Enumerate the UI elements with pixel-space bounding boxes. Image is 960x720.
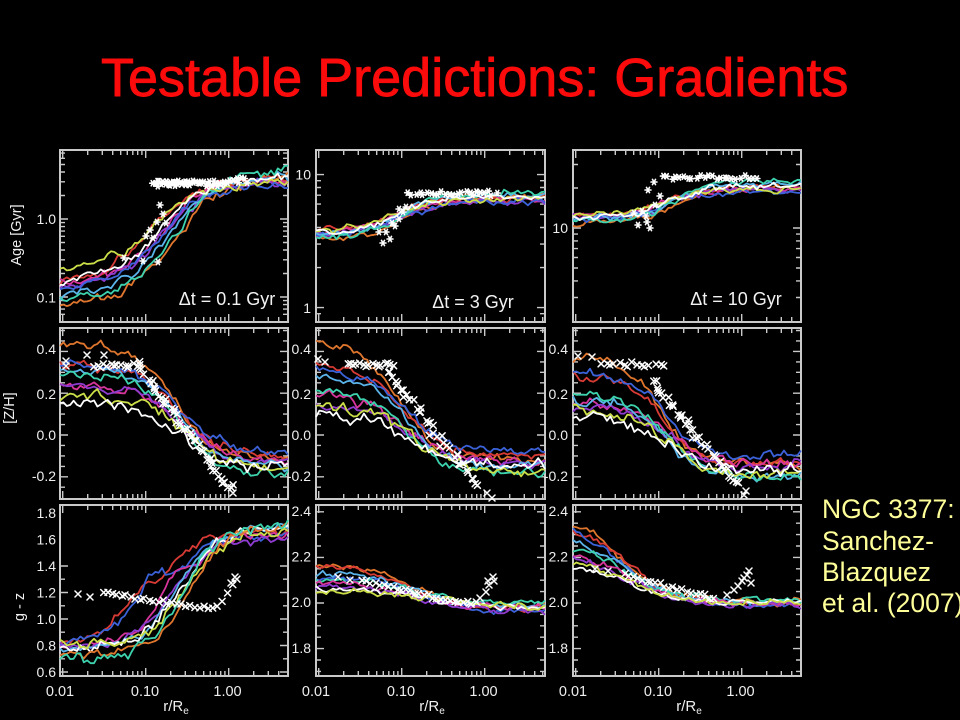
svg-text:Blazquez: Blazquez <box>822 557 931 587</box>
svg-text:[Z/H]: [Z/H] <box>2 392 18 423</box>
svg-text:-0.2: -0.2 <box>544 468 568 484</box>
svg-text:10: 10 <box>552 220 568 236</box>
svg-text:10: 10 <box>295 167 311 183</box>
svg-text:0.0: 0.0 <box>549 427 569 443</box>
svg-text:Age [Gyr]: Age [Gyr] <box>9 204 25 265</box>
svg-text:0.2: 0.2 <box>37 386 57 402</box>
svg-text:r/Re: r/Re <box>163 698 189 717</box>
svg-text:1.4: 1.4 <box>37 558 57 574</box>
svg-text:2.4: 2.4 <box>292 503 312 519</box>
svg-text:2.0: 2.0 <box>549 594 569 610</box>
svg-text:0.4: 0.4 <box>37 341 57 357</box>
svg-text:1.0: 1.0 <box>37 611 57 627</box>
svg-text:-0.2: -0.2 <box>32 468 56 484</box>
svg-text:1.8: 1.8 <box>37 505 57 521</box>
svg-text:2.2: 2.2 <box>549 549 569 565</box>
svg-text:g - z: g - z <box>12 593 28 621</box>
svg-text:0.0: 0.0 <box>37 427 57 443</box>
svg-text:1.00: 1.00 <box>469 684 497 700</box>
svg-text:0.8: 0.8 <box>37 638 57 654</box>
svg-text:0.10: 0.10 <box>644 684 672 700</box>
svg-text:0.01: 0.01 <box>46 684 74 700</box>
svg-text:r/Re: r/Re <box>676 698 702 717</box>
svg-text:1.2: 1.2 <box>37 585 57 601</box>
svg-text:0.2: 0.2 <box>292 386 312 402</box>
svg-text:1.8: 1.8 <box>549 640 569 656</box>
svg-text:0.6: 0.6 <box>37 664 57 680</box>
svg-text:0.2: 0.2 <box>549 386 569 402</box>
svg-text:0.01: 0.01 <box>559 684 587 700</box>
svg-text:Δt = 0.1 Gyr: Δt = 0.1 Gyr <box>179 289 276 309</box>
svg-text:2.0: 2.0 <box>292 594 312 610</box>
svg-text:1: 1 <box>303 300 311 316</box>
svg-text:Testable Predictions: Gradient: Testable Predictions: Gradients <box>101 48 848 108</box>
svg-text:0.10: 0.10 <box>387 684 415 700</box>
svg-text:1.0: 1.0 <box>37 211 57 227</box>
svg-text:0.10: 0.10 <box>131 684 159 700</box>
svg-text:1.6: 1.6 <box>37 532 57 548</box>
svg-text:Sanchez-: Sanchez- <box>822 526 934 556</box>
svg-text:Δt = 3 Gyr: Δt = 3 Gyr <box>432 292 514 312</box>
svg-text:-0.2: -0.2 <box>287 468 311 484</box>
svg-text:0.4: 0.4 <box>549 341 569 357</box>
svg-text:0.1: 0.1 <box>37 290 57 306</box>
svg-text:r/Re: r/Re <box>419 698 445 717</box>
svg-text:0.4: 0.4 <box>292 341 312 357</box>
svg-text:0.0: 0.0 <box>292 427 312 443</box>
svg-text:2.2: 2.2 <box>292 549 312 565</box>
svg-text:Δt = 10 Gyr: Δt = 10 Gyr <box>690 289 782 309</box>
svg-text:1.00: 1.00 <box>726 684 754 700</box>
svg-text:1.00: 1.00 <box>213 684 241 700</box>
svg-text:2.4: 2.4 <box>549 503 569 519</box>
svg-text:0.01: 0.01 <box>302 684 330 700</box>
svg-text:1.8: 1.8 <box>292 640 312 656</box>
svg-text:NGC 3377:: NGC 3377: <box>822 494 955 524</box>
svg-text:et al. (2007): et al. (2007) <box>822 588 960 618</box>
